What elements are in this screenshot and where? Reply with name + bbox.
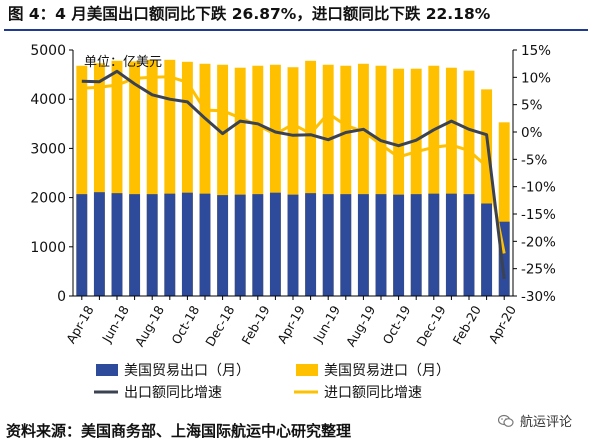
exports-bar [181, 192, 193, 296]
x-tick-label: Jun-18 [98, 303, 131, 346]
right-tick-label: -15% [521, 207, 556, 223]
imports-bar [252, 65, 264, 296]
imports-bar [463, 70, 475, 296]
legend-swatch-bar [96, 364, 118, 376]
exports-bar [129, 194, 141, 296]
trade-chart: 0 1000 2000 3000 4000 5000 -30% -25% -20% -15% -10… [30, 43, 556, 401]
imports-bar [445, 67, 457, 296]
imports-bar [305, 60, 317, 296]
exports-bar [76, 194, 88, 296]
x-tick-label: Jun-19 [310, 303, 343, 346]
legend-swatch-bar [296, 364, 318, 376]
right-tick-label: 10% [521, 70, 551, 86]
x-tick-label: Feb-20 [450, 303, 484, 347]
exports-bar [463, 194, 475, 296]
imports-bar [428, 65, 440, 296]
chart-legend: 美国贸易出口（月） 美国贸易进口（月） 出口额同比增速 进口额同比增速 [94, 363, 450, 401]
left-tick-label: 1000 [30, 240, 66, 256]
exports-bar [164, 193, 176, 296]
exports-bar [498, 221, 510, 296]
imports-bar [199, 63, 211, 296]
x-tick-label: Aug-19 [343, 303, 378, 349]
exports-bar [410, 194, 422, 296]
exports-bar [217, 195, 229, 296]
imports-bar [322, 64, 334, 296]
exports-bar [111, 193, 123, 296]
exports-bar [199, 193, 211, 296]
exports-bar [445, 193, 457, 296]
legend-label: 美国贸易出口（月） [124, 363, 250, 379]
right-tick-label: 0% [521, 125, 543, 141]
legend-label: 进口额同比增速 [324, 385, 422, 401]
imports-bar [146, 59, 158, 297]
right-tick-label: -20% [521, 234, 556, 250]
imports-bar [111, 60, 123, 296]
imports-bar [93, 63, 105, 297]
wechat-watermark: 航运评论 [498, 411, 572, 430]
legend-label: 美国贸易进口（月） [324, 363, 450, 379]
imports-bar [217, 64, 229, 296]
exports-bar [428, 193, 440, 296]
x-tick-label: Feb-19 [238, 303, 272, 347]
x-tick-label: Apr-19 [274, 303, 308, 346]
imports-bar [481, 89, 493, 296]
line-layer [81, 69, 506, 280]
right-tick-label: -30% [521, 289, 556, 305]
exports-bar [269, 192, 281, 296]
x-tick-label: Oct-18 [168, 303, 202, 347]
x-tick-label: Dec-18 [202, 303, 237, 349]
imports-bar [375, 65, 387, 296]
exports-bar [93, 192, 105, 296]
wechat-icon [498, 414, 514, 427]
bar-layer [76, 59, 510, 297]
imports-bar [498, 122, 510, 296]
x-tick-label: Apr-20 [485, 303, 519, 346]
exports-bar [305, 193, 317, 296]
left-tick-label: 2000 [30, 191, 66, 207]
left-tick-label: 4000 [30, 92, 66, 108]
imports-bar [234, 67, 246, 296]
imports-bar [410, 68, 422, 296]
right-tick-label: -25% [521, 262, 556, 278]
left-tick-label: 3000 [30, 141, 66, 157]
exports-bar [393, 194, 405, 296]
exports-bar [287, 194, 299, 296]
source-note: 资料来源：美国商务部、上海国际航运中心研究整理 [6, 422, 352, 440]
exports-bar [357, 194, 369, 296]
exports-bar [252, 194, 264, 296]
right-tick-label: 15% [521, 43, 551, 59]
x-tick-label: Dec-19 [413, 303, 448, 349]
imports-bar [340, 65, 352, 296]
x-tick-label: Apr-18 [63, 303, 97, 346]
title-divider [4, 29, 588, 31]
exports-bar [234, 194, 246, 296]
right-tick-label: -5% [521, 152, 547, 168]
imports-bar [357, 63, 369, 296]
watermark-text: 航运评论 [520, 415, 573, 430]
right-tick-label: 5% [521, 98, 543, 114]
imports-bar [129, 61, 141, 296]
right-tick-label: -10% [521, 180, 556, 196]
imports-bar [269, 64, 281, 296]
exports-bar [322, 194, 334, 296]
left-tick-label: 0 [57, 289, 66, 305]
imports-bar [287, 67, 299, 296]
exports-bar [146, 194, 158, 296]
left-tick-label: 5000 [30, 43, 66, 59]
x-tick-label: Aug-18 [132, 303, 167, 349]
imports-bar [181, 61, 193, 296]
imports-bar [393, 68, 405, 296]
figure-title: 图 4：4 月美国出口额同比下跌 26.87%，进口额同比下跌 22.18% [8, 5, 491, 23]
exports-bar [340, 194, 352, 296]
exports-bar [481, 203, 493, 296]
imports-bar [76, 65, 88, 296]
exports-bar [375, 194, 387, 296]
imports-bar [164, 59, 176, 297]
x-tick-label: Oct-19 [380, 303, 414, 347]
unit-label: 单位：亿美元 [84, 55, 162, 70]
legend-label: 出口额同比增速 [124, 385, 222, 401]
imports-growth-line [81, 75, 506, 254]
exports-growth-line [81, 69, 506, 280]
